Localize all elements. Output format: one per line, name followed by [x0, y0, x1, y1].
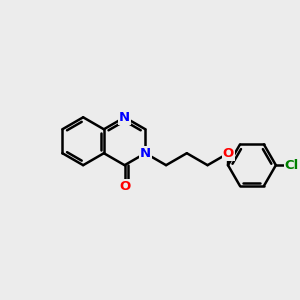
Text: N: N — [140, 147, 151, 160]
Text: N: N — [119, 111, 130, 124]
Text: O: O — [223, 147, 234, 160]
Text: Cl: Cl — [285, 159, 299, 172]
Text: O: O — [119, 180, 130, 193]
